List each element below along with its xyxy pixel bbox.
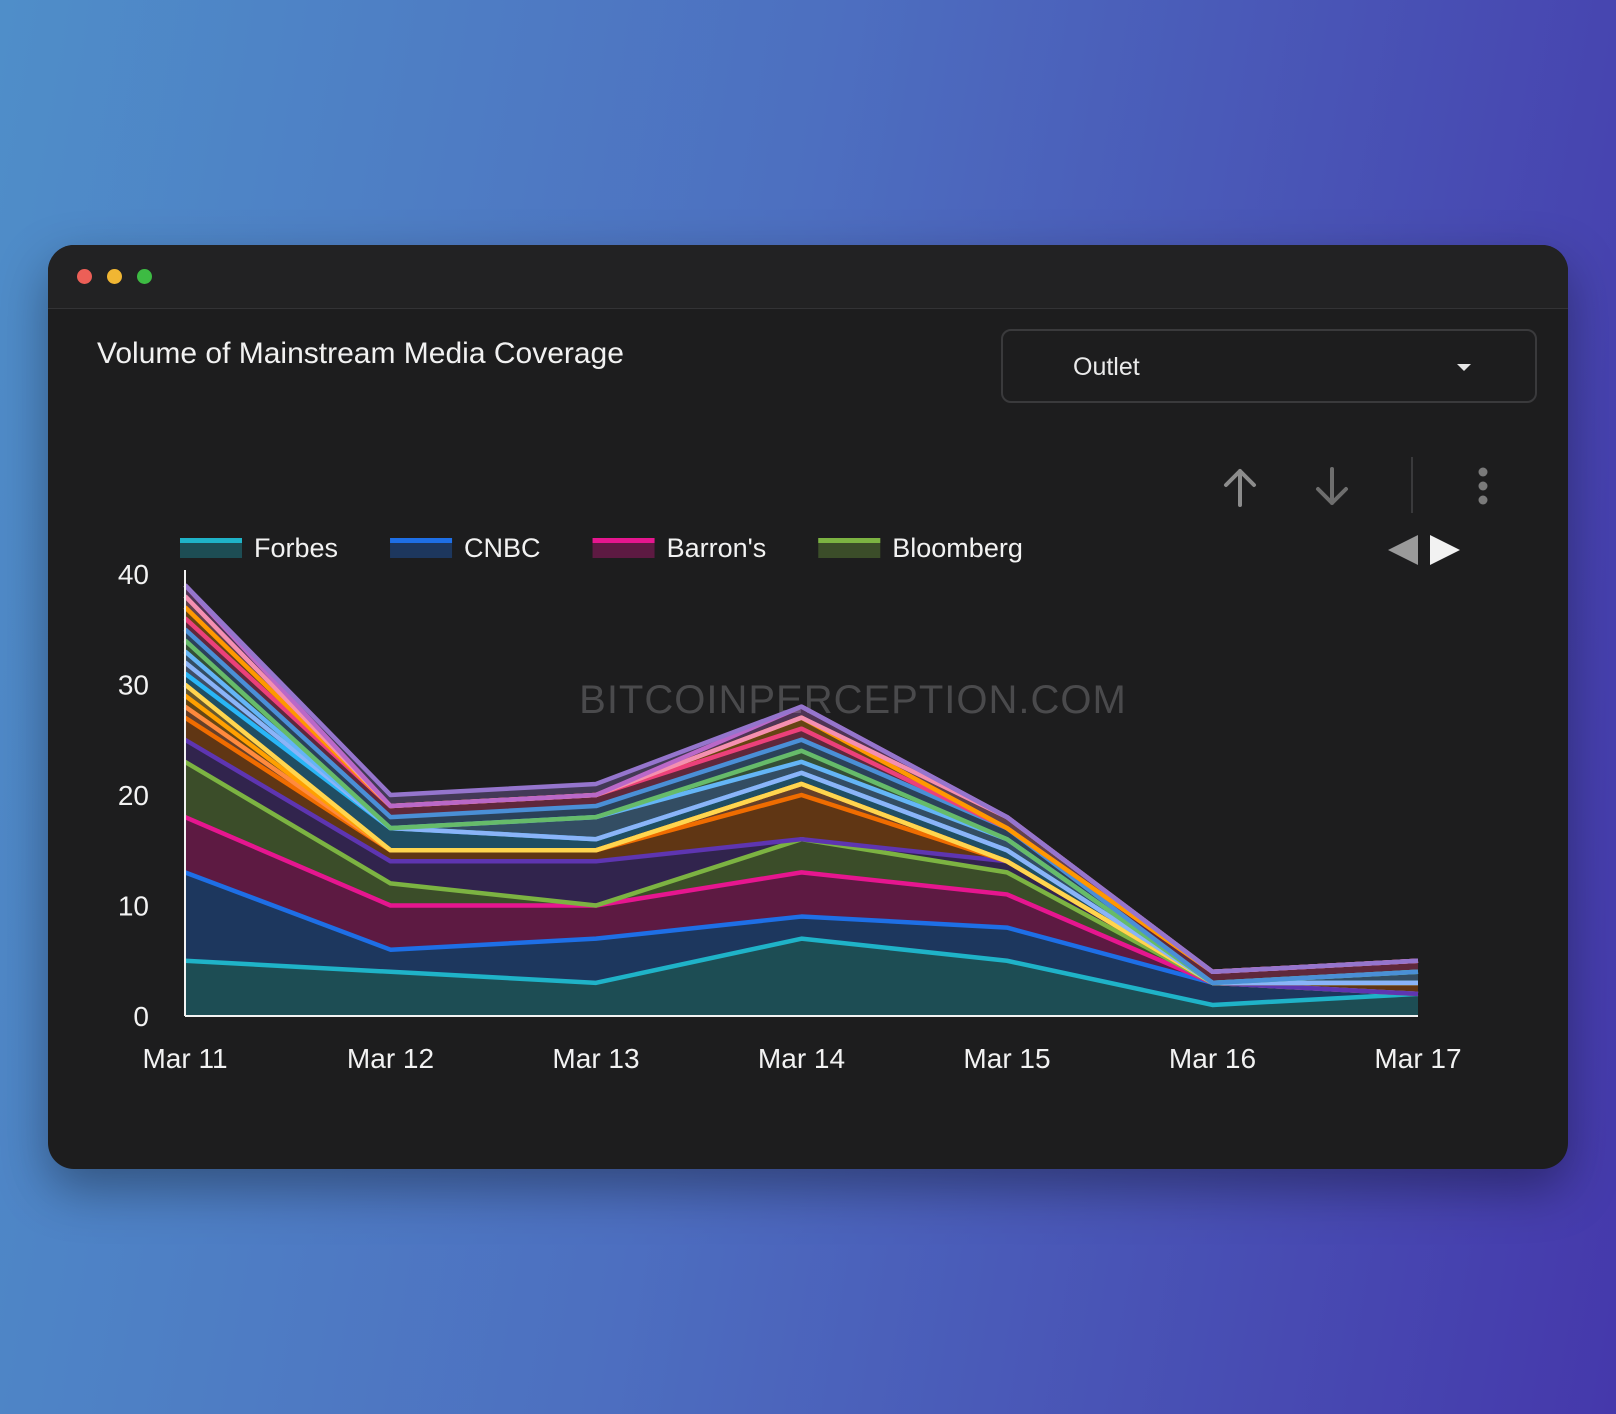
arrow-up-icon[interactable]: [1218, 465, 1262, 509]
x-tick-label: Mar 16: [1169, 1043, 1256, 1074]
chart-area: BITCOINPERCEPTION.COM 0 10 20 30 40 Mar 11 Mar …: [118, 533, 1462, 1074]
series-line-18: [183, 583, 1419, 975]
legend-label: Bloomberg: [892, 533, 1023, 563]
watermark: BITCOINPERCEPTION.COM: [579, 678, 1127, 722]
y-tick-label: 10: [118, 891, 149, 922]
series-lines: [183, 583, 1419, 1008]
legend-label: Barron's: [667, 533, 767, 563]
legend-label: CNBC: [464, 533, 541, 563]
app-window: Volume of Mainstream Media Coverage Outl…: [48, 245, 1568, 1169]
series-line-13: [183, 627, 1419, 986]
y-tick-label: 0: [133, 1001, 149, 1032]
series-area-3: [185, 761, 1418, 994]
x-tick-label: Mar 17: [1374, 1043, 1461, 1074]
x-tick-label: Mar 12: [347, 1043, 434, 1074]
legend-swatch-line: [180, 538, 242, 543]
x-tick-label: Mar 14: [758, 1043, 845, 1074]
next-triangle-icon[interactable]: [1428, 533, 1462, 567]
legend-label: Forbes: [254, 533, 338, 563]
close-window-button[interactable]: [77, 269, 92, 284]
y-tick-label: 40: [118, 559, 149, 590]
dropdown-selected-value: Outlet: [1073, 353, 1140, 381]
title-bar: [48, 245, 1568, 309]
chart-title: Volume of Mainstream Media Coverage: [97, 337, 624, 370]
x-tick-label: Mar 11: [142, 1043, 227, 1074]
zoom-window-button[interactable]: [137, 269, 152, 284]
more-vert-icon[interactable]: [1473, 467, 1493, 507]
chevron-down-icon: [1457, 364, 1471, 371]
y-tick-label: 30: [118, 670, 149, 701]
legend-swatch-line: [592, 538, 655, 543]
x-tick-label: Mar 15: [963, 1043, 1050, 1074]
minimize-window-button[interactable]: [107, 269, 122, 284]
legend-swatch-line: [818, 538, 881, 543]
series-line-0: [184, 936, 1419, 1008]
arrow-down-icon[interactable]: [1310, 465, 1354, 509]
prev-triangle-icon[interactable]: [1386, 533, 1420, 567]
toolbar-divider: [1411, 457, 1413, 513]
series-area-5: [185, 717, 1418, 994]
legend-swatch-line: [390, 538, 453, 543]
legend: Forbes CNBC Barron's Bloomberg: [180, 533, 1023, 563]
series-area-0: [185, 938, 1418, 1016]
series-area-2: [185, 817, 1418, 994]
y-tick-label: 20: [118, 780, 149, 811]
series-area-4: [185, 739, 1418, 994]
outlet-dropdown[interactable]: Outlet: [1001, 329, 1537, 403]
x-tick-label: Mar 13: [552, 1043, 639, 1074]
